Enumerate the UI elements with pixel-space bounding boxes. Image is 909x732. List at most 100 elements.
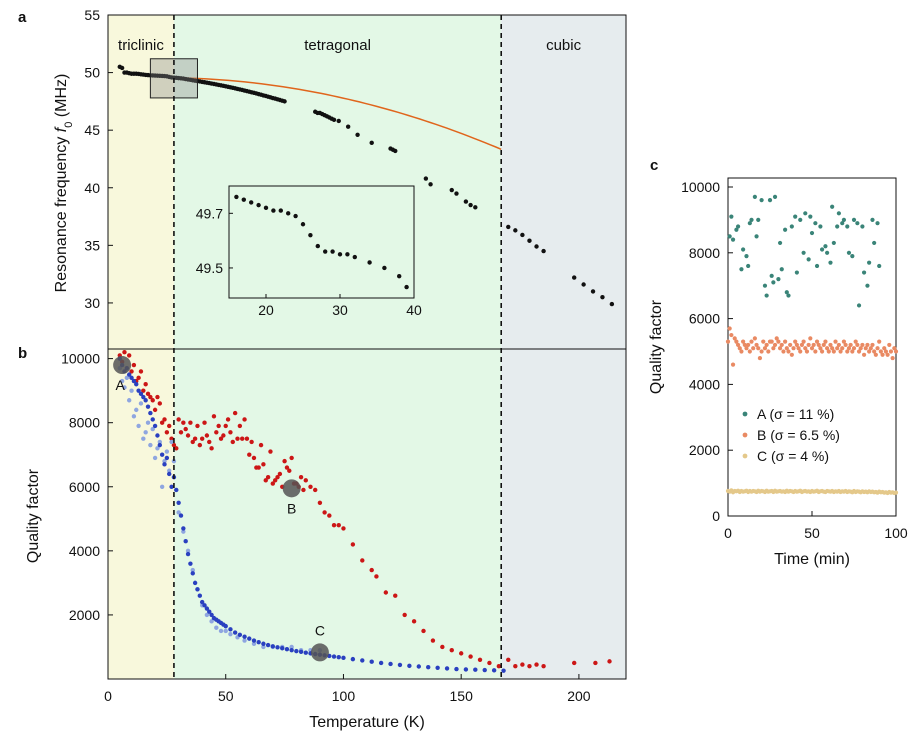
b-data-point-red_points bbox=[520, 662, 525, 667]
a-data-point bbox=[534, 244, 539, 249]
b-data-point-blue_dark bbox=[181, 526, 186, 531]
b-data-point-blue_dark bbox=[407, 663, 412, 669]
c-data-point-B_series bbox=[766, 349, 771, 354]
b-data-point-blue_light bbox=[289, 644, 294, 650]
b-data-point-blue_dark bbox=[298, 649, 304, 654]
phase-region-bg-tetragonal bbox=[173, 15, 502, 679]
c-data-point-A_series bbox=[729, 214, 734, 219]
b-data-point-blue_light bbox=[185, 548, 191, 554]
b-data-point-blue_dark bbox=[164, 455, 170, 461]
b-data-point-blue_dark bbox=[190, 571, 195, 576]
b-data-point-red_points bbox=[593, 660, 598, 666]
b-data-point-red_points bbox=[440, 644, 445, 650]
panel-c: 0 2000 4000 6000 8000 10000 0 50 100 Quality fac… bbox=[648, 177, 908, 568]
b-data-point-red_points bbox=[313, 487, 318, 493]
b-data-point-red_points bbox=[155, 394, 160, 400]
panel-c-data-points bbox=[725, 194, 899, 496]
c-data-point-B_series bbox=[865, 342, 870, 348]
c-data-point-C_series bbox=[893, 490, 899, 495]
b-data-point-red_points bbox=[167, 423, 172, 429]
b-data-point-red_points bbox=[192, 436, 198, 441]
b-data-point-blue_dark bbox=[261, 641, 266, 646]
c-data-point-B_series bbox=[779, 342, 784, 348]
inset-frame bbox=[228, 185, 415, 299]
c-data-point-A_series bbox=[823, 244, 828, 249]
legend-label: B (σ = 6.5 %) bbox=[757, 427, 840, 443]
b-data-point-red_points bbox=[572, 660, 577, 666]
c-data-point-B_series bbox=[818, 346, 823, 351]
c-data-point-A_series bbox=[806, 257, 811, 262]
b-data-point-blue_dark bbox=[416, 664, 421, 669]
c-data-point-A_series bbox=[762, 283, 768, 288]
c-data-point-B_series bbox=[882, 346, 887, 351]
c-data-point-B_series bbox=[835, 346, 840, 351]
c-data-point-B_series bbox=[772, 342, 778, 348]
b-data-point-blue_dark bbox=[294, 648, 299, 654]
b-data-point-blue_light bbox=[218, 628, 224, 634]
c-data-point-B_series bbox=[819, 349, 825, 354]
b-data-point-red_points bbox=[256, 465, 261, 470]
c-data-point-B_series bbox=[799, 342, 805, 348]
c-data-point-B_series bbox=[771, 346, 776, 351]
c-data-point-B_series bbox=[825, 346, 830, 351]
c-data-point-A_series bbox=[730, 237, 736, 242]
b-data-point-blue_light bbox=[131, 414, 137, 419]
inset-data-point bbox=[330, 249, 335, 254]
b-data-point-red_points bbox=[331, 523, 337, 528]
inset-data-point bbox=[234, 194, 239, 200]
b-data-point-blue_dark bbox=[204, 606, 210, 611]
b-data-point-red_points bbox=[221, 433, 226, 438]
a-data-point bbox=[527, 238, 532, 243]
c-data-point-B_series bbox=[893, 349, 899, 354]
b-data-point-blue_dark bbox=[280, 646, 285, 651]
b-data-point-blue_dark bbox=[256, 639, 261, 645]
c-data-point-B_series bbox=[786, 349, 791, 354]
b-data-point-blue_dark bbox=[270, 644, 276, 649]
b-data-point-blue_light bbox=[138, 401, 144, 406]
c-data-point-B_series bbox=[809, 346, 815, 351]
panel-b-y-axis-title: Quality factor bbox=[25, 468, 42, 563]
b-data-point-red_points bbox=[131, 362, 137, 368]
b-data-point-blue_light bbox=[129, 388, 134, 393]
b-data-point-blue_dark bbox=[501, 668, 506, 673]
b-data-point-red_points bbox=[152, 407, 158, 413]
c-data-point-B_series bbox=[846, 346, 852, 351]
c-data-point-B_series bbox=[888, 349, 894, 354]
b-data-point-red_points bbox=[148, 394, 153, 400]
a-data-point bbox=[393, 148, 398, 154]
b-data-point-blue_light bbox=[148, 442, 153, 448]
b-data-point-red_points bbox=[242, 417, 247, 422]
b-data-point-red_points bbox=[171, 442, 177, 448]
b-data-point-blue_dark bbox=[360, 658, 365, 663]
b-data-point-red_points bbox=[327, 513, 332, 518]
inset-data-point bbox=[352, 254, 357, 260]
b-xtick-label: 150 bbox=[450, 688, 474, 704]
panel-c-x-axis-title: Time (min) bbox=[774, 551, 850, 568]
inset-ytick-label: 49.5 bbox=[196, 260, 223, 276]
legend-marker-B_series bbox=[742, 432, 748, 438]
b-data-point-red_points bbox=[317, 500, 323, 505]
c-data-point-A_series bbox=[764, 293, 769, 298]
b-data-point-blue_dark bbox=[134, 382, 139, 387]
b-data-point-blue_dark bbox=[435, 665, 440, 670]
b-data-point-red_points bbox=[183, 426, 188, 432]
inset-data-point bbox=[337, 252, 343, 257]
panel-a-y-ticks: 30 35 40 45 50 55 bbox=[84, 7, 113, 311]
c-data-point-A_series bbox=[741, 247, 746, 252]
b-data-point-blue_dark bbox=[195, 587, 200, 592]
b-data-point-red_points bbox=[235, 436, 240, 441]
b-data-point-blue_light bbox=[242, 638, 247, 643]
a-data-point bbox=[345, 124, 351, 129]
c-data-point-B_series bbox=[749, 339, 754, 344]
b-data-point-blue_dark bbox=[397, 662, 403, 668]
region-label-triclinic: triclinic bbox=[118, 37, 164, 54]
b-data-point-red_points bbox=[430, 638, 436, 643]
b-data-point-blue_dark bbox=[176, 500, 181, 505]
a-data-point bbox=[282, 99, 287, 104]
c-data-point-B_series bbox=[769, 339, 774, 344]
c-data-point-B_series bbox=[798, 349, 803, 354]
b-data-point-blue_light bbox=[190, 567, 195, 573]
b-data-point-red_points bbox=[421, 628, 426, 634]
b-data-point-blue_dark bbox=[369, 659, 374, 664]
